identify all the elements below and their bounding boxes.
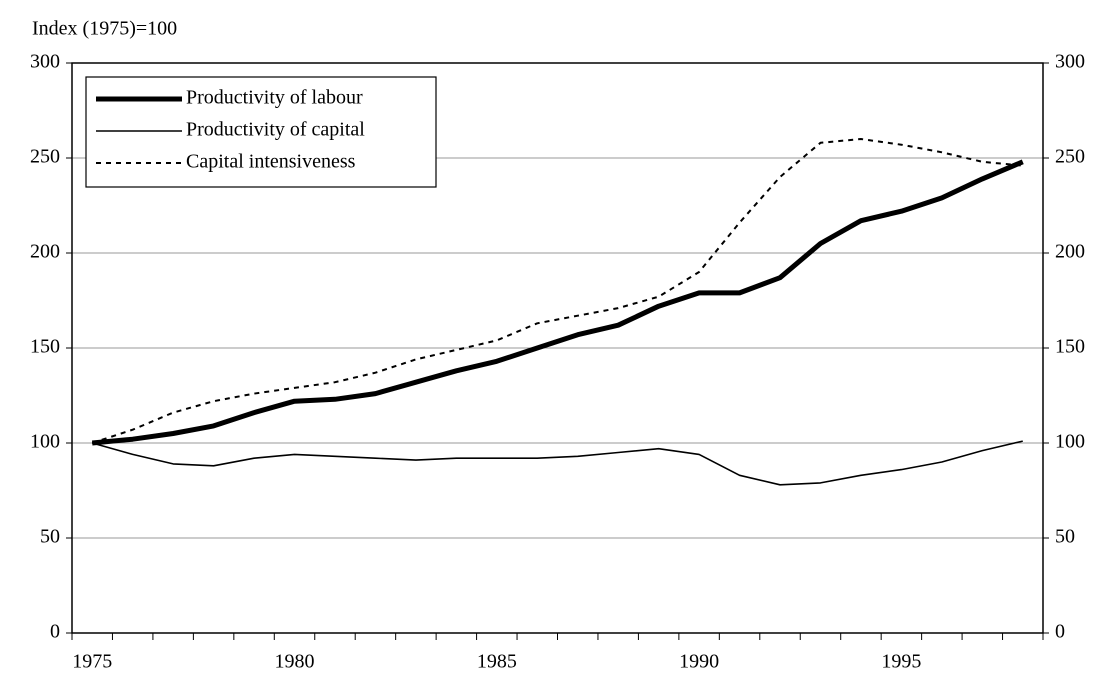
y2-tick-label: 100 bbox=[1055, 431, 1085, 453]
legend-box bbox=[85, 76, 437, 188]
y-tick-label: 100 bbox=[30, 431, 60, 453]
y-axis-label: Index (1975)=100 bbox=[32, 18, 177, 40]
series-line bbox=[92, 440, 1023, 486]
x-tick-label: 1995 bbox=[881, 651, 921, 673]
x-tick-label: 1980 bbox=[275, 651, 315, 673]
y2-tick-label: 200 bbox=[1055, 241, 1085, 263]
legend-label: Capital intensiveness bbox=[186, 151, 356, 173]
y2-tick-label: 150 bbox=[1055, 336, 1085, 358]
y-tick-label: 250 bbox=[30, 146, 60, 168]
y2-tick-label: 300 bbox=[1055, 51, 1085, 73]
y-tick-label: 200 bbox=[30, 241, 60, 263]
y-tick-label: 150 bbox=[30, 336, 60, 358]
y2-tick-label: 50 bbox=[1055, 526, 1075, 548]
y2-tick-label: 250 bbox=[1055, 146, 1085, 168]
x-tick-label: 1985 bbox=[477, 651, 517, 673]
x-tick-label: 1990 bbox=[679, 651, 719, 673]
y2-tick-label: 0 bbox=[1055, 621, 1065, 643]
y-tick-label: 300 bbox=[30, 51, 60, 73]
y-tick-label: 0 bbox=[50, 621, 60, 643]
y-tick-label: 50 bbox=[40, 526, 60, 548]
series-line bbox=[91, 159, 1024, 446]
series-line bbox=[91, 138, 1023, 444]
legend-label: Productivity of labour bbox=[186, 87, 363, 109]
legend-label: Productivity of capital bbox=[186, 119, 365, 141]
x-tick-label: 1975 bbox=[72, 651, 112, 673]
